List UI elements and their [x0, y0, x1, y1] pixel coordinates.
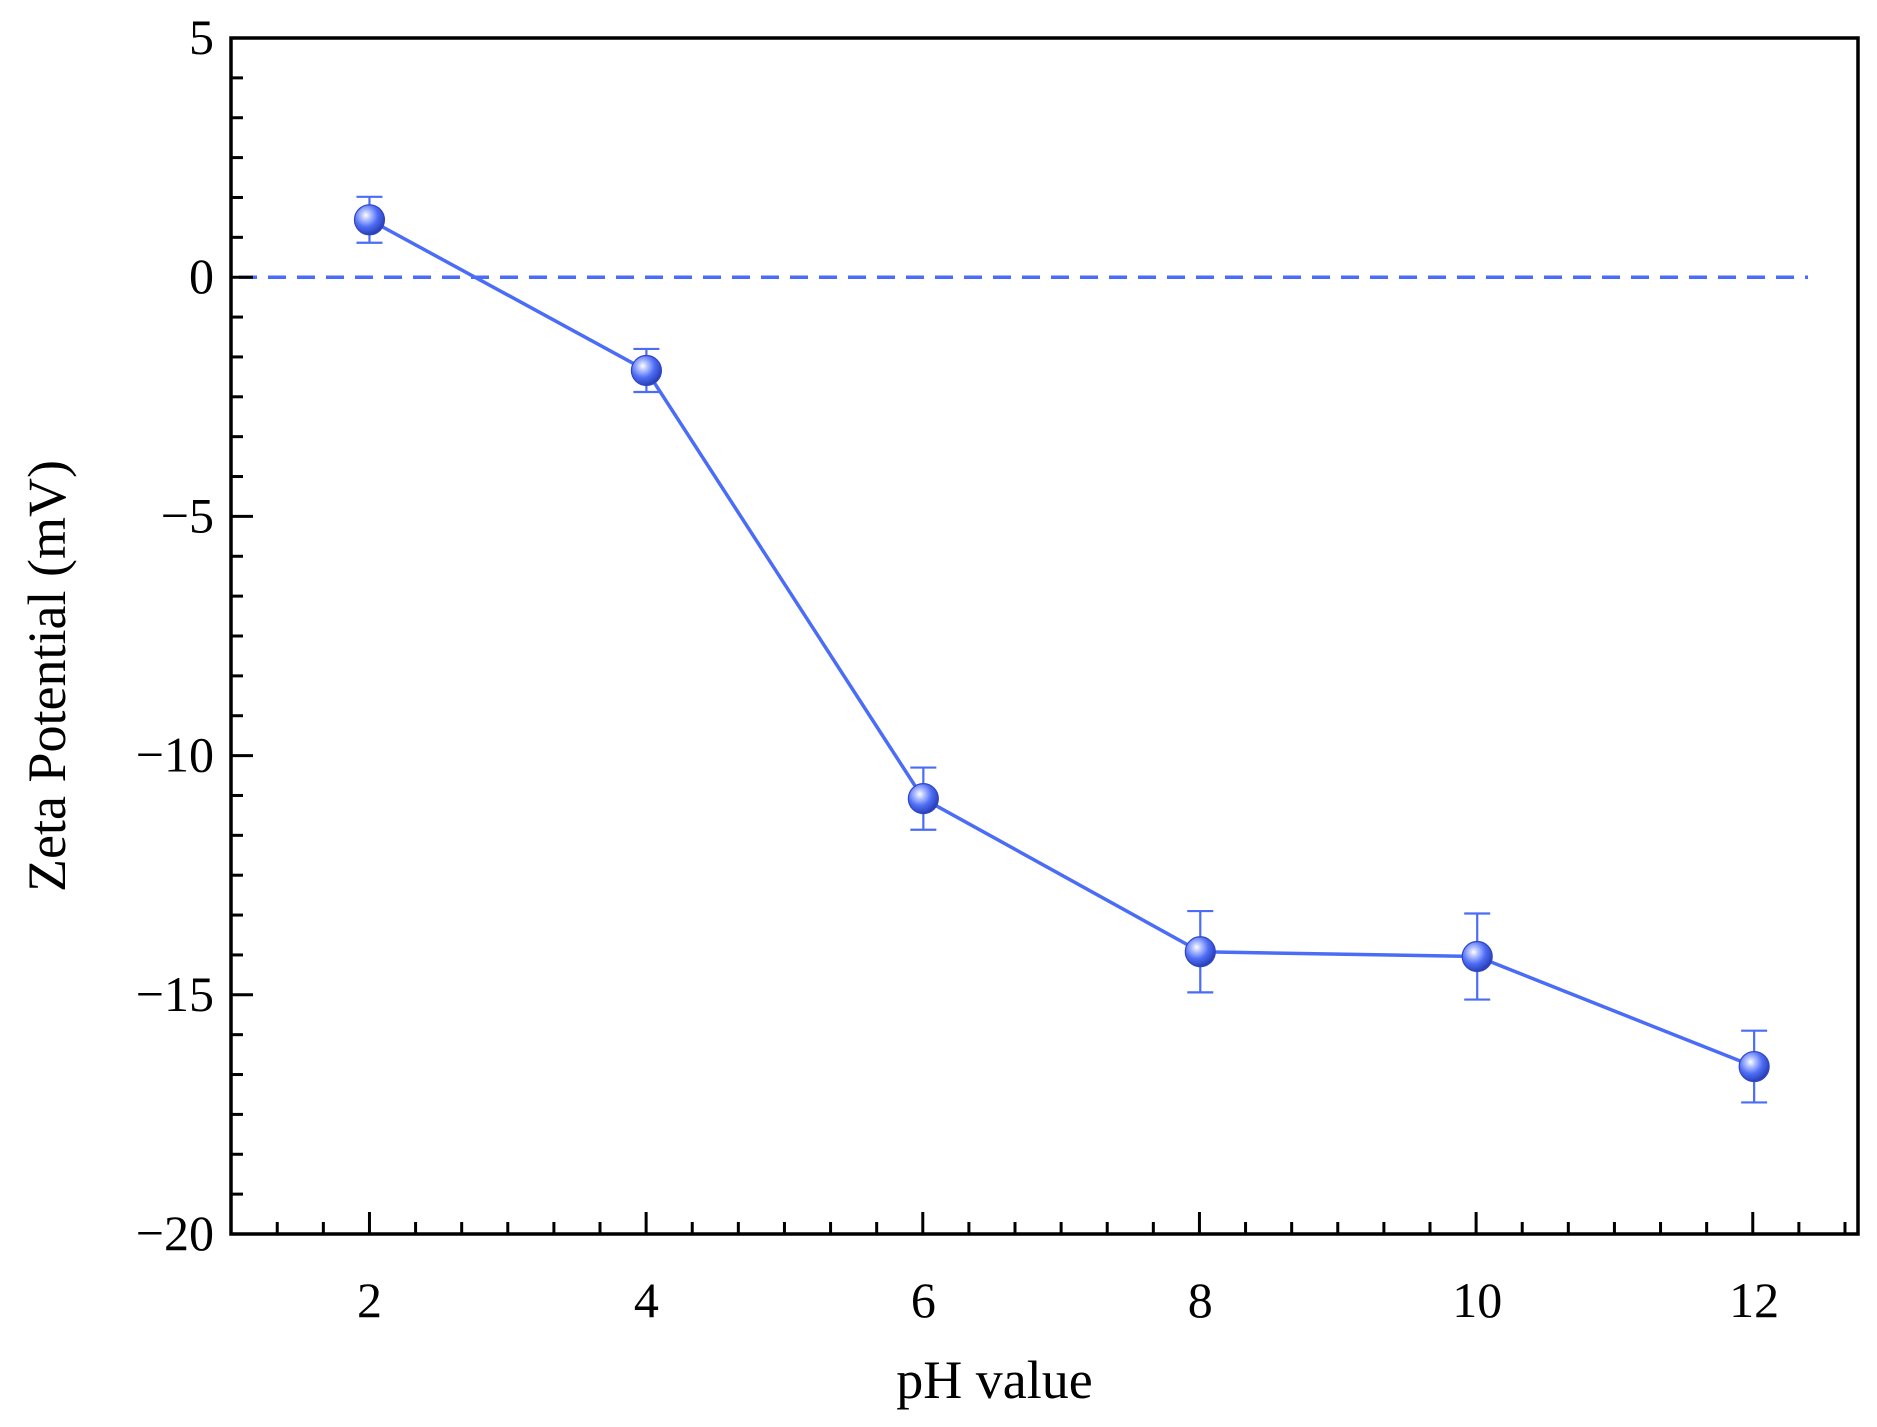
- x-axis-title: pH value: [896, 1350, 1092, 1410]
- series-line: [368, 218, 1755, 1069]
- data-point: [630, 354, 663, 387]
- x-tick-label: 10: [1452, 1272, 1502, 1328]
- y-tick-label: −10: [136, 727, 214, 783]
- y-tick-label: 0: [189, 248, 214, 304]
- x-tick-label: 12: [1729, 1272, 1779, 1328]
- y-axis-title: Zeta Potential (mV): [17, 460, 77, 892]
- plot-frame: [229, 36, 1860, 1236]
- data-point: [1461, 940, 1493, 973]
- x-tick-label: 8: [1188, 1272, 1213, 1328]
- data-point: [907, 783, 939, 815]
- y-tick-label: −5: [161, 487, 214, 543]
- y-tick-label: −15: [136, 966, 214, 1022]
- data-point: [353, 204, 386, 236]
- x-tick-label: 2: [357, 1272, 382, 1328]
- x-tick-label: 6: [911, 1272, 936, 1328]
- y-tick-label: 5: [189, 9, 214, 65]
- y-tick-label: −20: [136, 1205, 214, 1261]
- x-tick-label: 4: [634, 1272, 659, 1328]
- data-point: [1738, 1050, 1770, 1083]
- data-point: [1184, 936, 1216, 968]
